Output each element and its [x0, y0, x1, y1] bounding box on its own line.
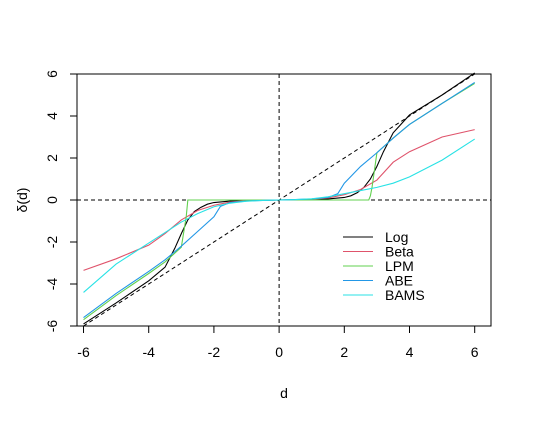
x-tick-label: 6: [471, 344, 479, 360]
series-line-bams: [83, 138, 475, 293]
y-tick-label: -4: [44, 278, 60, 291]
x-tick-label: -2: [208, 344, 221, 360]
y-tick-label: 6: [44, 70, 60, 78]
x-tick-label: 4: [406, 344, 414, 360]
x-tick-label: -4: [142, 344, 155, 360]
legend-label-lpm: LPM: [385, 258, 414, 274]
x-tick-label: 0: [275, 344, 283, 360]
x-axis: -6 -4 -2 0 2 4 6: [77, 325, 479, 360]
x-tick-label: 2: [340, 344, 348, 360]
y-tick-label: -2: [44, 236, 60, 249]
y-tick-label: -6: [44, 320, 60, 333]
y-tick-label: 2: [44, 154, 60, 162]
series-lines: [83, 72, 476, 325]
legend-label-abe: ABE: [385, 273, 413, 289]
legend-label-beta: Beta: [385, 244, 414, 260]
x-axis-label: d: [280, 385, 288, 401]
y-tick-label: 4: [44, 112, 60, 120]
y-axis: -6 -4 -2 0 2 4 6: [44, 70, 78, 333]
legend-label-log: Log: [385, 229, 408, 245]
x-tick-label: -6: [77, 344, 90, 360]
y-axis-label: δ(d): [14, 188, 30, 213]
y-tick-label: 0: [44, 196, 60, 204]
legend-label-bams: BAMS: [385, 287, 425, 303]
